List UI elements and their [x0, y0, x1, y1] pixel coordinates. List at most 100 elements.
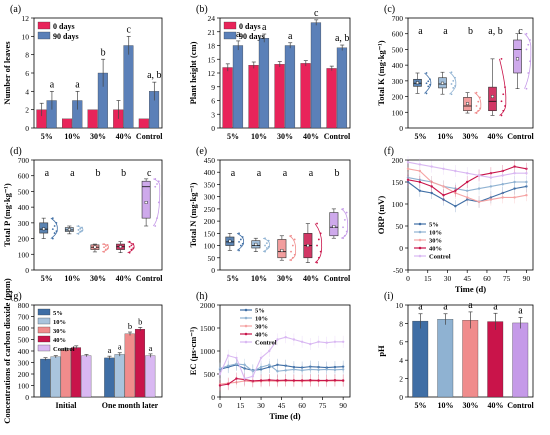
panel-a: (a) 0 2 4 6 8 10 12 Number of leaves 5% 10% 30% 40% C… [2, 4, 163, 141]
significance-letter: a [236, 29, 241, 40]
box [141, 180, 151, 219]
bar [70, 347, 82, 398]
y-tick-label: 9 [211, 83, 215, 92]
bar [512, 322, 529, 398]
bar [462, 320, 479, 398]
data-point [450, 93, 453, 96]
data-point [276, 379, 279, 382]
panel-i: (i) 0 2 4 6 8 10 pH 5% 10% 30% 40% Control a a a a a [376, 291, 535, 410]
bar [248, 65, 259, 129]
data-point [406, 178, 410, 181]
bar [284, 45, 296, 129]
data-point [291, 244, 294, 247]
plot-frame [407, 17, 534, 129]
data-point [477, 109, 480, 112]
x-tick-label: Control [324, 132, 351, 141]
panel-label: (f) [384, 146, 394, 157]
violin-outline [474, 92, 482, 114]
data-point [218, 372, 222, 376]
data-point [429, 83, 431, 86]
x-tick-label: Control [136, 274, 163, 283]
data-point [343, 234, 346, 237]
y-tick-label: 1500 [200, 324, 215, 333]
data-point [290, 234, 292, 237]
data-point [342, 237, 344, 240]
legend-label: 40% [53, 337, 66, 344]
y-tick-label: 0 [211, 266, 215, 275]
data-point [292, 338, 296, 341]
data-point [51, 237, 54, 240]
y-tick-label: 0 [211, 393, 215, 402]
x-tick-label: 40% [116, 132, 132, 141]
x-tick-label: 10% [251, 132, 267, 141]
x-tick-label: 30% [277, 274, 293, 283]
violin-outline [449, 71, 457, 95]
significance-letter: a [149, 343, 153, 353]
y-tick-label: 1000 [200, 347, 215, 356]
significance-letter: a [45, 168, 50, 179]
x-tick-label: Initial [56, 401, 78, 410]
legend-label: 90 days [53, 32, 79, 41]
data-point [317, 238, 320, 241]
legend-swatch [223, 31, 237, 40]
data-point [238, 249, 240, 252]
data-point [243, 363, 246, 366]
data-point [103, 251, 105, 253]
data-point [317, 340, 320, 343]
data-point [267, 239, 270, 242]
data-point [479, 107, 481, 110]
data-point [130, 248, 133, 251]
series-line [219, 363, 344, 372]
data-point [104, 245, 107, 247]
x-tick-label: 90 [339, 401, 347, 410]
data-point [475, 91, 478, 94]
panel-label: (e) [196, 146, 207, 157]
data-point [477, 200, 481, 203]
violin-outline [524, 33, 532, 89]
legend-marker [418, 222, 422, 226]
data-point [238, 232, 240, 235]
data-point [132, 243, 135, 245]
data-point [128, 251, 131, 254]
data-point [452, 87, 455, 89]
mean-marker [228, 239, 232, 243]
y-tick-label: 500 [204, 370, 216, 379]
data-point [425, 92, 428, 95]
y-tick-label: 0 [211, 124, 215, 133]
data-point [525, 32, 528, 35]
data-point [235, 356, 238, 360]
legend-marker [418, 230, 422, 234]
significance-letter: a [309, 168, 314, 179]
mean-marker [332, 225, 336, 228]
data-point [406, 167, 410, 170]
y-tick-label: 400 [392, 61, 404, 70]
y-tick-label: 0 [399, 124, 403, 133]
violin-outline [262, 237, 271, 253]
y-tick-label: 10 [22, 32, 30, 41]
y-axis-label: pH [376, 345, 386, 357]
data-point [264, 250, 266, 253]
legend-label: 30% [429, 238, 442, 245]
data-point [442, 167, 445, 170]
x-tick-label: 0 [218, 401, 222, 410]
significance-letter: a, b [147, 70, 161, 81]
panel-e: (e) 0 50 100 150 200 250 300 350 400 450 Total N (m… [188, 146, 351, 283]
x-tick-label: 5% [227, 132, 239, 141]
data-point [300, 340, 304, 343]
legend-marker [418, 254, 422, 258]
data-point [527, 72, 530, 74]
box [329, 212, 339, 237]
data-point [55, 230, 58, 233]
y-tick-label: 0 [399, 393, 403, 402]
data-point [427, 80, 430, 83]
data-point [454, 169, 457, 173]
data-point [427, 85, 430, 88]
series-line [219, 380, 344, 385]
violin-outline [314, 223, 323, 263]
legend-swatch [37, 326, 51, 334]
panel-label: (a) [10, 4, 21, 15]
data-point [429, 78, 431, 81]
legend-marker [244, 324, 248, 328]
y-tick-label: 500 [392, 45, 404, 54]
